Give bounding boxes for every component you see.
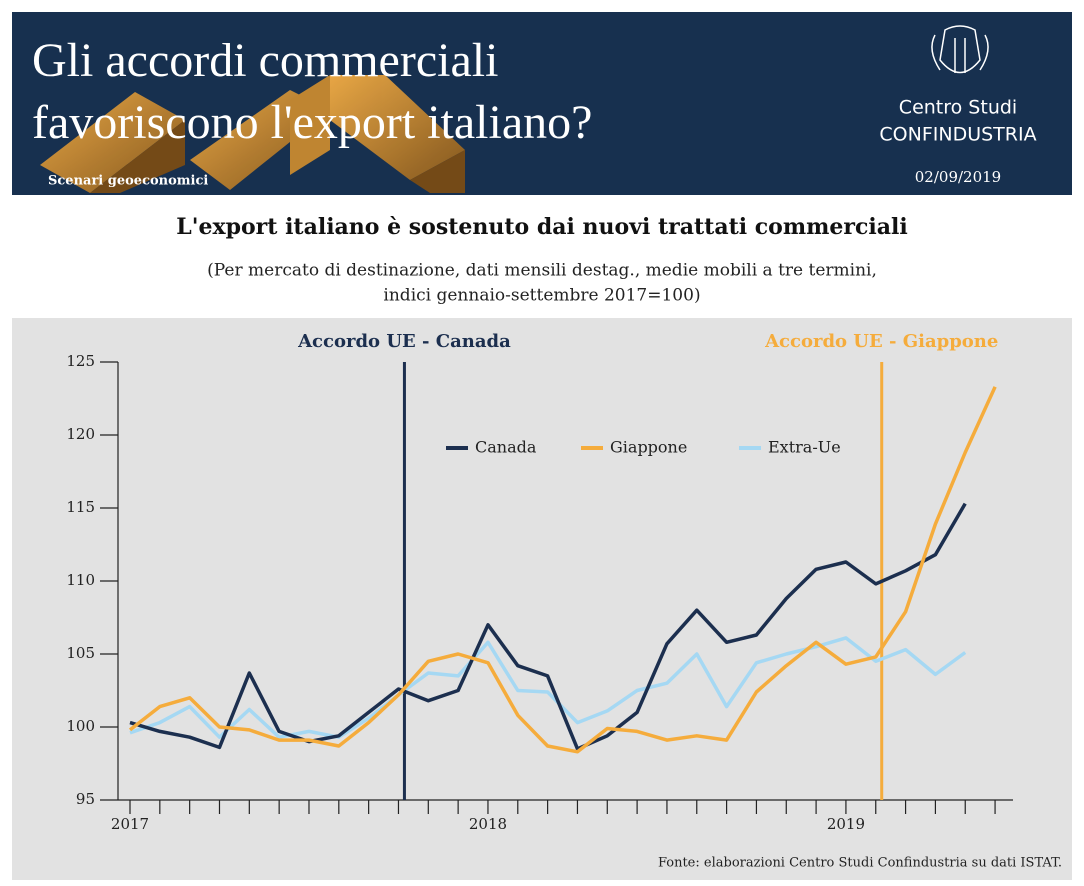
chart-title: L'export italiano è sostenuto dai nuovi … — [176, 214, 907, 240]
plot-background — [12, 318, 1072, 880]
annotation-label: Accordo UE - Canada — [297, 331, 511, 352]
series-line — [129, 636, 967, 739]
y-tick-label: 110 — [66, 571, 95, 589]
header-band — [12, 12, 1072, 195]
chart-subtitle: (Per mercato di destinazione, dati mensi… — [207, 261, 877, 281]
x-tick-label: 2018 — [469, 815, 507, 833]
series-line — [128, 386, 997, 754]
y-tick-label: 105 — [66, 644, 95, 662]
y-tick-label: 95 — [76, 790, 95, 808]
logo-text: Centro Studi — [899, 97, 1017, 119]
x-tick-label: 2019 — [827, 815, 865, 833]
source-note: Fonte: elaborazioni Centro Studi Confind… — [658, 856, 1062, 871]
logo-mark — [931, 25, 989, 74]
x-tick-label: 2017 — [111, 815, 149, 833]
legend-label: Giappone — [610, 438, 687, 457]
series-line — [129, 502, 967, 751]
y-tick-label: 125 — [66, 352, 95, 370]
legend-label: Canada — [475, 438, 537, 457]
chart-subtitle: indici gennaio-settembre 2017=100) — [383, 286, 700, 306]
header-title: favoriscono l'export italiano? — [32, 96, 592, 149]
logo-text: CONFINDUSTRIA — [879, 124, 1036, 146]
header-decor — [40, 75, 465, 193]
y-tick-label: 120 — [66, 425, 95, 443]
header-tag: Scenari geoeconomici — [48, 174, 208, 189]
legend-label: Extra-Ue — [768, 438, 841, 457]
y-tick-label: 100 — [66, 717, 95, 735]
y-tick-label: 115 — [66, 498, 95, 516]
header-title: Gli accordi commerciali — [32, 34, 498, 87]
header-date: 02/09/2019 — [915, 168, 1001, 186]
annotation-label: Accordo UE - Giappone — [764, 331, 998, 352]
